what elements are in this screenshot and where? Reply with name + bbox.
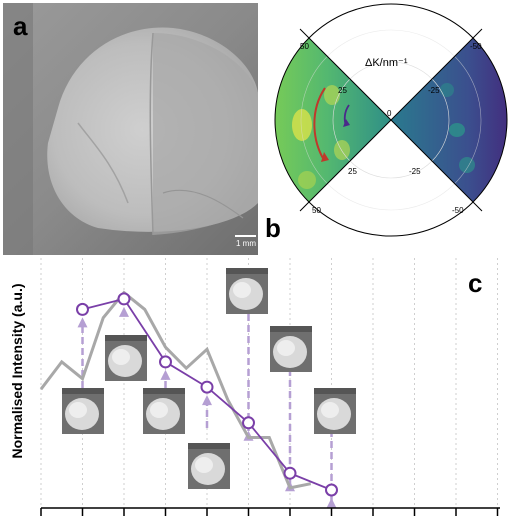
y-axis-label: Normalised Intensity (a.u.) — [9, 283, 25, 459]
panel-a-micrograph: a 1 mm — [3, 3, 258, 255]
tick-label: 0 — [387, 109, 392, 118]
pattern-thumbnail — [226, 268, 268, 314]
data-point — [159, 355, 172, 369]
pattern-thumbnail — [143, 388, 185, 434]
arrow-head — [77, 317, 88, 328]
pattern-thumbnail — [188, 443, 230, 489]
arrow-head — [326, 498, 337, 508]
micrograph-image — [3, 3, 258, 255]
tick-label: 25 — [338, 86, 347, 95]
tick-label: -50 — [452, 206, 464, 215]
scale-bar-label: 1 mm — [236, 239, 256, 248]
tick-label: -25 — [409, 167, 421, 176]
polar-axis-label: ΔK/nm⁻¹ — [365, 57, 408, 69]
tick-label: 25 — [348, 167, 357, 176]
pattern-thumbnail — [62, 388, 104, 434]
pattern-thumbnail — [270, 326, 312, 372]
panel-b-letter: b — [265, 213, 281, 243]
tick-label: -25 — [428, 86, 440, 95]
pattern-thumbnail — [105, 335, 147, 381]
scale-bar — [235, 235, 256, 237]
arrow-head — [202, 395, 212, 406]
data-point — [200, 380, 214, 394]
panel-c-intensity-chart: c Normalised Intensity (a.u.) — [0, 258, 520, 520]
data-point — [76, 302, 89, 316]
data-point — [283, 466, 297, 480]
arrow-head — [160, 369, 171, 380]
data-point — [325, 483, 338, 497]
data-point — [117, 292, 131, 306]
data-point — [242, 416, 255, 430]
panel-b-polar-map: b ΔK/nm⁻¹ 50 25 0 25 50 -50 -25 -25 -50 — [262, 0, 520, 258]
tick-label: 50 — [312, 206, 321, 215]
arrow-head — [119, 306, 129, 317]
polar-map — [274, 3, 508, 237]
series-line-gray — [39, 290, 312, 490]
pattern-thumbnail — [314, 388, 356, 434]
tick-label: 50 — [300, 42, 309, 51]
panel-a-letter: a — [13, 11, 28, 41]
tick-label: -50 — [470, 42, 482, 51]
panel-c-letter: c — [468, 268, 483, 298]
